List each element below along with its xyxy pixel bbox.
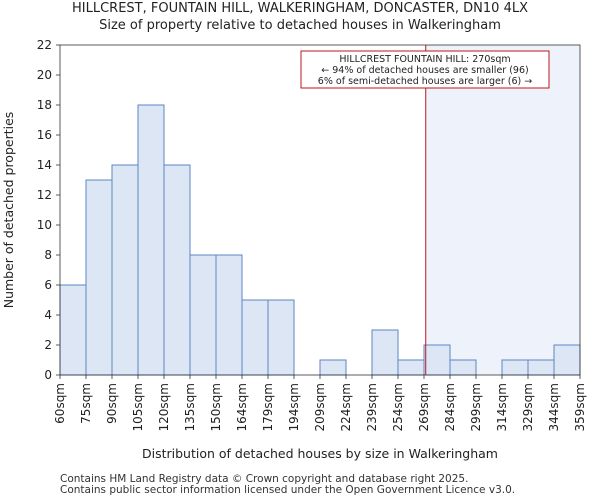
x-tick-label: 179sqm <box>261 383 275 431</box>
x-tick-label: 344sqm <box>547 383 561 431</box>
x-axis-label: Distribution of detached houses by size … <box>142 446 498 461</box>
annotation-line-3: 6% of semi-detached houses are larger (6… <box>318 76 532 87</box>
x-tick-label: 60sqm <box>53 383 67 424</box>
bar-105sqm <box>137 104 165 376</box>
x-tick-label: 254sqm <box>391 383 405 431</box>
bar-269sqm <box>423 344 451 376</box>
x-tick-label: 269sqm <box>417 383 431 431</box>
x-tick-label: 105sqm <box>131 383 145 431</box>
footer-line-2: Contains public sector information licen… <box>60 484 516 496</box>
bar-75sqm <box>85 179 113 376</box>
y-tick-label: 12 <box>37 188 52 202</box>
bar-209sqm <box>319 359 347 376</box>
x-tick-label: 120sqm <box>157 383 171 431</box>
y-tick-label: 16 <box>37 128 52 142</box>
x-tick-label: 150sqm <box>209 383 223 431</box>
annotation-frame <box>300 50 550 89</box>
bar-120sqm <box>163 164 191 376</box>
bar-90sqm <box>111 164 139 376</box>
x-tick-label: 164sqm <box>235 383 249 431</box>
annotation-box: HILLCREST FOUNTAIN HILL: 270sqm ← 94% of… <box>300 50 550 89</box>
x-tick-label: 329sqm <box>521 383 535 431</box>
bar-164sqm <box>241 299 269 376</box>
bar-239sqm <box>371 329 399 376</box>
x-tick-label: 75sqm <box>79 383 93 424</box>
y-tick-label: 2 <box>44 338 52 352</box>
x-tick-label: 90sqm <box>105 383 119 424</box>
x-tick-label: 239sqm <box>365 383 379 431</box>
annotation-line-2: ← 94% of detached houses are smaller (96… <box>321 65 528 76</box>
x-tick-label: 224sqm <box>339 383 353 431</box>
bar-314sqm <box>501 359 529 376</box>
bar-179sqm <box>267 299 295 376</box>
y-tick-label: 22 <box>37 38 52 52</box>
y-tick-label: 8 <box>44 248 52 262</box>
bar-284sqm <box>449 359 477 376</box>
bar-254sqm <box>397 359 425 376</box>
y-tick-label: 4 <box>44 308 52 322</box>
bar-344sqm <box>553 344 581 376</box>
y-tick-label: 20 <box>37 68 52 82</box>
bar-150sqm <box>215 254 243 376</box>
highlight-region <box>425 45 580 375</box>
bar-60sqm <box>59 284 87 376</box>
x-tick-label: 299sqm <box>469 383 483 431</box>
chart-subtitle: Size of property relative to detached ho… <box>99 18 501 33</box>
x-tick-label: 284sqm <box>443 383 457 431</box>
y-tick-label: 18 <box>37 98 52 112</box>
y-tick-label: 10 <box>37 218 52 232</box>
bar-329sqm <box>527 359 555 376</box>
y-tick-label: 14 <box>37 158 52 172</box>
y-axis-label: Number of detached properties <box>1 112 16 309</box>
x-tick-label: 135sqm <box>183 383 197 431</box>
chart-title: HILLCREST, FOUNTAIN HILL, WALKERINGHAM, … <box>71 1 528 16</box>
y-tick-label: 0 <box>44 368 52 382</box>
x-tick-label: 194sqm <box>287 383 301 431</box>
y-tick-label: 6 <box>44 278 52 292</box>
annotation-line-1: HILLCREST FOUNTAIN HILL: 270sqm <box>339 54 510 65</box>
bar-135sqm <box>189 254 217 376</box>
footer-line-1: Contains HM Land Registry data © Crown c… <box>60 473 469 485</box>
x-tick-label: 359sqm <box>573 383 587 431</box>
x-tick-label: 209sqm <box>313 383 327 431</box>
x-tick-label: 314sqm <box>495 383 509 431</box>
